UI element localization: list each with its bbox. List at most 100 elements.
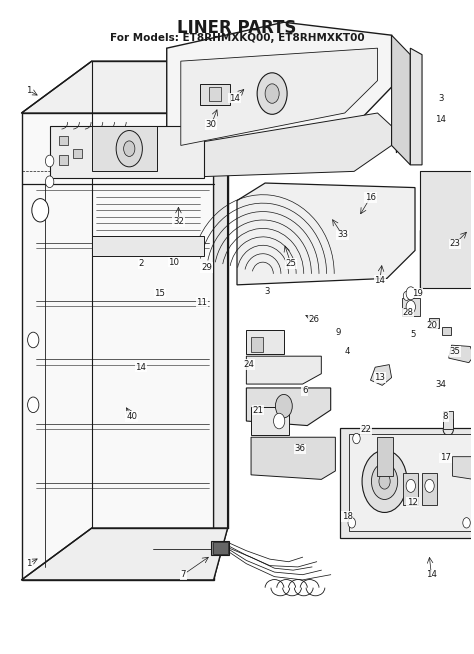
Text: 1: 1 xyxy=(26,559,31,568)
Circle shape xyxy=(257,73,287,114)
Circle shape xyxy=(348,518,356,528)
Polygon shape xyxy=(21,528,228,580)
Text: 14: 14 xyxy=(136,363,146,371)
Text: 26: 26 xyxy=(309,315,320,324)
Text: 18: 18 xyxy=(342,512,353,521)
Text: 11: 11 xyxy=(196,298,207,307)
Polygon shape xyxy=(340,428,474,538)
Text: 13: 13 xyxy=(374,373,385,382)
Text: 24: 24 xyxy=(243,360,254,369)
Circle shape xyxy=(372,463,398,500)
Circle shape xyxy=(116,131,142,167)
Circle shape xyxy=(403,291,410,300)
Polygon shape xyxy=(246,330,284,354)
Bar xyxy=(429,318,439,328)
Polygon shape xyxy=(419,171,474,288)
Polygon shape xyxy=(453,456,474,479)
Circle shape xyxy=(273,413,285,429)
Text: 29: 29 xyxy=(201,263,212,272)
Text: 22: 22 xyxy=(360,425,371,434)
Polygon shape xyxy=(181,48,377,145)
Polygon shape xyxy=(167,22,392,158)
Bar xyxy=(200,84,230,105)
Text: 21: 21 xyxy=(253,405,264,415)
Text: 5: 5 xyxy=(410,330,415,339)
Text: 14: 14 xyxy=(426,570,437,579)
Circle shape xyxy=(353,434,360,443)
Circle shape xyxy=(379,473,390,489)
Polygon shape xyxy=(92,236,204,256)
Text: 30: 30 xyxy=(206,120,217,129)
Polygon shape xyxy=(50,126,204,178)
Polygon shape xyxy=(167,113,392,178)
Text: 14: 14 xyxy=(435,115,447,124)
Text: 25: 25 xyxy=(285,259,296,268)
Text: 12: 12 xyxy=(407,498,418,507)
Polygon shape xyxy=(410,48,422,165)
Text: 3: 3 xyxy=(438,94,444,103)
Circle shape xyxy=(27,397,39,413)
Bar xyxy=(73,148,82,158)
Circle shape xyxy=(406,479,416,492)
Text: 7: 7 xyxy=(181,570,186,579)
Circle shape xyxy=(27,332,39,348)
Polygon shape xyxy=(246,388,331,426)
Bar xyxy=(377,438,392,476)
Text: 17: 17 xyxy=(440,453,451,462)
Text: 33: 33 xyxy=(337,230,348,239)
Polygon shape xyxy=(449,345,474,363)
Bar xyxy=(251,337,263,352)
Bar xyxy=(442,326,451,335)
Polygon shape xyxy=(21,113,214,580)
Text: 14: 14 xyxy=(374,276,385,284)
Text: 34: 34 xyxy=(435,379,447,388)
Circle shape xyxy=(275,394,292,418)
Circle shape xyxy=(463,518,470,528)
Text: 36: 36 xyxy=(295,445,306,453)
Bar xyxy=(443,411,454,430)
Text: 20: 20 xyxy=(426,321,437,330)
Polygon shape xyxy=(237,183,415,285)
Bar xyxy=(92,126,157,171)
Circle shape xyxy=(265,84,279,103)
Text: 40: 40 xyxy=(126,412,137,421)
Text: 19: 19 xyxy=(412,289,423,298)
Text: 14: 14 xyxy=(229,94,240,103)
Text: 16: 16 xyxy=(365,193,376,202)
Polygon shape xyxy=(371,365,392,385)
Text: 1: 1 xyxy=(26,86,31,95)
Circle shape xyxy=(406,287,416,300)
Text: 3: 3 xyxy=(264,287,270,296)
Bar xyxy=(251,407,289,435)
Text: 23: 23 xyxy=(449,239,460,249)
Text: 15: 15 xyxy=(154,289,165,298)
Circle shape xyxy=(124,141,135,156)
Polygon shape xyxy=(251,438,336,479)
Bar xyxy=(213,542,228,554)
Bar xyxy=(422,473,437,506)
Text: For Models: ET8RHMXKQ00, ET8RHMXKT00: For Models: ET8RHMXKQ00, ET8RHMXKT00 xyxy=(109,33,365,43)
Text: 10: 10 xyxy=(168,258,179,267)
Text: 8: 8 xyxy=(443,412,448,421)
Circle shape xyxy=(425,479,434,492)
Bar xyxy=(209,87,220,101)
Polygon shape xyxy=(349,434,471,531)
Circle shape xyxy=(406,300,416,313)
Text: LINER PARTS: LINER PARTS xyxy=(177,19,297,37)
Bar xyxy=(211,541,229,555)
Circle shape xyxy=(32,199,49,222)
Polygon shape xyxy=(246,356,321,384)
Circle shape xyxy=(46,155,54,167)
Text: 35: 35 xyxy=(449,347,460,356)
Polygon shape xyxy=(214,61,228,580)
Bar xyxy=(59,155,68,165)
Text: 28: 28 xyxy=(402,308,413,317)
Polygon shape xyxy=(392,35,410,165)
Bar xyxy=(402,298,419,316)
Bar xyxy=(403,473,418,506)
Polygon shape xyxy=(21,61,228,113)
Text: 4: 4 xyxy=(344,347,350,356)
Text: 6: 6 xyxy=(302,386,308,395)
Circle shape xyxy=(46,176,54,188)
Bar xyxy=(59,136,68,145)
